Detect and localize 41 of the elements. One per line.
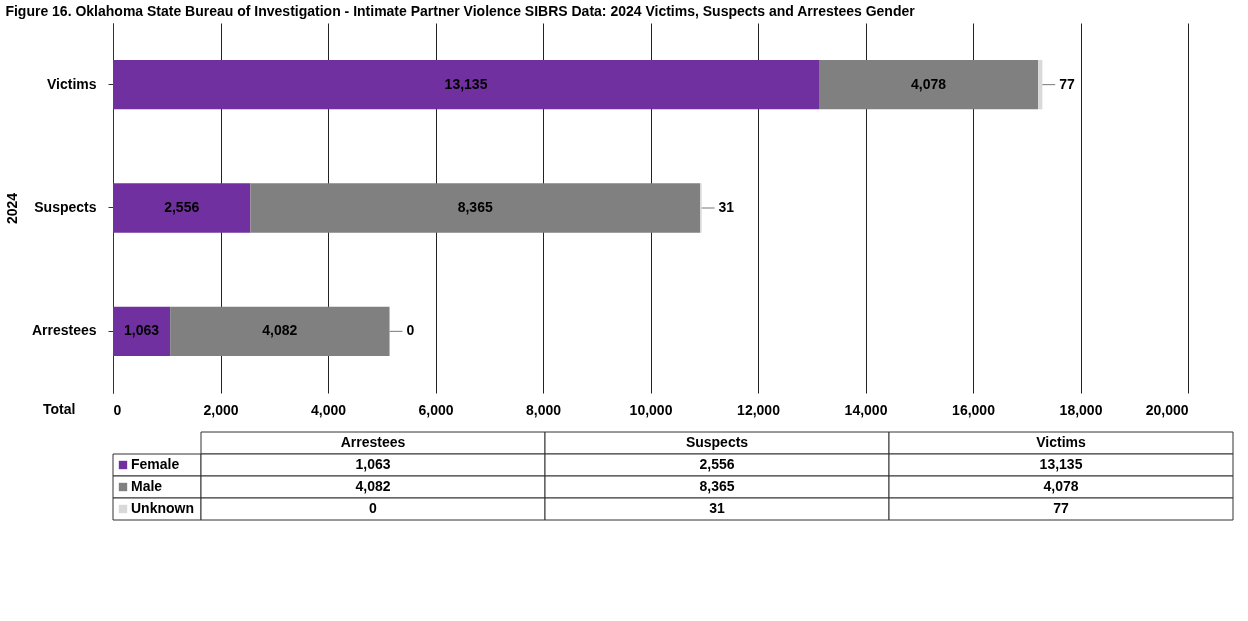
data-label: 31 (718, 199, 735, 215)
text: 2,556 (699, 456, 735, 472)
legend-label: Female (131, 456, 180, 472)
x-tick-label: 10,000 (629, 401, 673, 418)
data-label: 4,082 (262, 322, 298, 339)
text: 4,082 (355, 478, 391, 494)
x-tick-label: 6,000 (418, 401, 454, 418)
text: 31 (709, 500, 725, 516)
y-tick-label: Suspects (34, 199, 97, 215)
data-label: 0 (406, 322, 415, 339)
data-label: 4,078 (911, 75, 947, 92)
data-label: 8,365 (457, 199, 493, 215)
x-tick-label: 2,000 (203, 401, 239, 418)
data-label: 1,063 (124, 322, 160, 339)
text: Total (43, 401, 76, 417)
legend-label: Unknown (131, 500, 194, 516)
x-tick-label: 14,000 (844, 401, 888, 418)
x-tick-label: 4,000 (310, 401, 347, 418)
x-tick-label: 12,000 (737, 401, 781, 418)
x-tick-label: 0 (113, 401, 122, 418)
text: 4,078 (1043, 478, 1079, 494)
legend-label: Male (131, 478, 163, 494)
text: 13,135 (1039, 456, 1083, 472)
category-label: Suspects (685, 434, 749, 450)
text: 77 (1053, 500, 1069, 516)
chart-title: Figure 16. Oklahoma State Bureau of Investigation - Intimate Partner Violence SIBRS Data: 2024 Victims, Suspects and Arrestees Gender (5, 3, 916, 19)
category-label: Arrestees (340, 434, 406, 450)
text: 8,365 (699, 478, 735, 494)
category-label: Victims (1036, 434, 1086, 450)
text: 1,063 (355, 456, 391, 472)
x-tick-label: 18,000 (1059, 401, 1103, 418)
data-label: 13,135 (444, 75, 488, 92)
y-axis-title: 2024 (3, 192, 20, 225)
text: 0 (369, 500, 377, 516)
y-tick-label: Victims (46, 75, 97, 92)
data-label: 77 (1059, 75, 1076, 92)
data-label: 2,556 (164, 199, 200, 215)
x-tick-label: 8,000 (525, 401, 562, 418)
y-tick-label: Arrestees (31, 322, 97, 339)
x-tick-label: 20,000 (1145, 401, 1189, 418)
x-tick-label: 16,000 (952, 401, 996, 418)
